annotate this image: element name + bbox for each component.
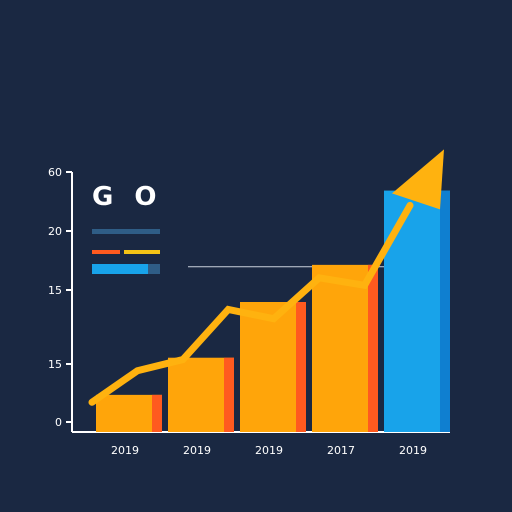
bar: [96, 394, 162, 432]
x-tick-label: 2019: [399, 444, 427, 457]
bar-shade: [152, 394, 162, 432]
bar: [312, 264, 378, 432]
bars: [96, 190, 450, 432]
bar-shade: [224, 357, 234, 432]
x-tick-label: 2019: [255, 444, 283, 457]
y-tick-label: 60: [48, 166, 62, 179]
bar-shade: [296, 302, 306, 432]
chart-title: G O: [92, 182, 163, 212]
trend-arrow-head: [392, 149, 444, 210]
y-ticks: 0 15 15 20 60: [48, 166, 72, 429]
legend-swatch: [92, 229, 160, 234]
legend-swatch: [148, 264, 160, 274]
y-tick-label: 15: [48, 358, 62, 371]
bar-shade: [440, 190, 450, 432]
x-tick-label: 2019: [111, 444, 139, 457]
legend-swatch: [92, 264, 148, 274]
y-tick-label: 15: [48, 284, 62, 297]
legend-swatch: [124, 250, 160, 254]
x-tick-label: 2017: [327, 444, 355, 457]
legend: [92, 229, 160, 274]
x-tick-label: 2019: [183, 444, 211, 457]
y-tick-label: 20: [48, 225, 62, 238]
bar: [240, 302, 306, 432]
bar: [168, 357, 234, 432]
legend-swatch: [92, 250, 120, 254]
trend-line-group: [88, 149, 444, 406]
y-tick-label: 0: [55, 416, 62, 429]
trend-line: [88, 201, 414, 406]
x-ticks: 2019 2019 2019 2017 2019: [111, 444, 427, 457]
bar-shade: [368, 264, 378, 432]
